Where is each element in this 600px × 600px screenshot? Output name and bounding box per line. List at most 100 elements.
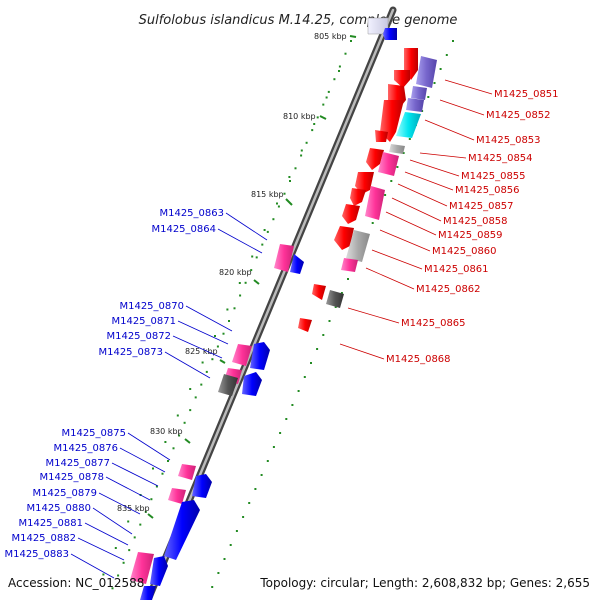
gene-arrow-red[interactable] [380,100,404,142]
gene-label[interactable]: M1425_0860 [432,246,497,257]
gene-label[interactable]: M1425_0863 [159,208,224,219]
track-tick [291,404,294,406]
track-tick [189,409,192,412]
gene-arrow-red[interactable] [342,204,360,224]
gene-label[interactable]: M1425_0858 [443,216,508,227]
track-tick [433,82,436,84]
track-tick [172,447,175,450]
gene-box-pink[interactable] [365,186,385,220]
gene-label[interactable]: M1425_0852 [486,110,551,121]
gene-arrow-red[interactable] [355,172,374,194]
gene-label[interactable]: M1425_0861 [424,264,489,275]
gene-label[interactable]: M1425_0851 [494,89,559,100]
track-tick [244,281,247,284]
leader-line [119,447,166,473]
gene-box-purple[interactable] [416,56,437,88]
gene-label[interactable]: M1425_0882 [11,533,76,544]
gene-label[interactable]: M1425_0854 [468,153,533,164]
track-tick [310,362,312,364]
track-tick [222,332,225,335]
track-tick [111,587,114,590]
track-tick [327,90,330,93]
gene-label[interactable]: M1425_0871 [111,316,176,327]
track-tick [390,180,393,182]
gene-arrow-red[interactable] [312,284,326,300]
gene-label[interactable]: M1425_0870 [119,301,184,312]
scale-label-835: 835 kbp [117,504,150,513]
track-tick [223,558,226,560]
track-tick [248,502,251,504]
gene-label[interactable]: M1425_0859 [438,230,503,241]
track-tick [211,358,214,361]
track-tick [226,308,229,311]
gene-label[interactable]: M1425_0865 [401,318,466,329]
gene-box-grey[interactable] [346,230,370,262]
gene-box-darkgrey[interactable] [326,290,344,308]
gene-arrow-blue[interactable] [290,254,304,274]
track-tick [445,54,448,56]
gene-box-pink[interactable] [378,152,399,176]
gene-arrow-blue[interactable] [140,586,156,600]
map-title: Sulfolobus islandicus M.14.25, complete … [139,13,458,28]
gene-box-purple[interactable] [406,98,424,112]
gene-box-pink[interactable] [178,464,196,480]
gene-arrow-blue[interactable] [383,28,397,40]
gene-label[interactable]: M1425_0868 [386,354,451,365]
leader-line [185,305,233,332]
gene-box-pink[interactable] [130,552,154,584]
gene-arrow-red[interactable] [394,70,410,88]
track-tick [201,361,204,364]
gene-label[interactable]: M1425_0881 [18,518,83,529]
gene-label[interactable]: M1425_0879 [32,488,97,499]
gene-arrow-red[interactable] [375,130,388,142]
gene-box-pink[interactable] [341,258,358,272]
gene-box-pink[interactable] [274,244,294,272]
track-tick [261,243,264,246]
gene-label[interactable]: M1425_0853 [476,135,541,146]
gene-label[interactable]: M1425_0877 [45,458,110,469]
gene-arrow-red[interactable] [334,226,354,250]
gene-box-pink[interactable] [232,344,252,366]
track-tick [313,123,316,125]
leader-line [419,152,467,159]
gene-arrow-red[interactable] [366,148,384,170]
gene-label[interactable]: M1425_0880 [26,503,91,514]
leader-line [217,228,263,254]
gene-label[interactable]: M1425_0856 [455,185,520,196]
gene-arrow-blue[interactable] [242,372,262,396]
track-tick [325,96,328,99]
forward-strand-genes [130,244,304,600]
gene-arrow-red[interactable] [350,188,366,206]
gene-label[interactable]: M1425_0864 [151,224,216,235]
leader-line [371,249,423,270]
gene-box-grey[interactable] [389,144,405,154]
gene-box-pink[interactable] [168,488,186,504]
gene-label[interactable]: M1425_0855 [461,171,526,182]
gene-box-darkgrey[interactable] [218,374,238,396]
gene-arrow-red[interactable] [298,318,312,332]
leader-line [391,197,442,222]
gene-label[interactable]: M1425_0872 [106,331,171,342]
gene-label[interactable]: M1425_0883 [4,549,69,560]
gene-label[interactable]: M1425_0857 [449,201,514,212]
scale-marker [319,115,327,120]
gene-label[interactable]: M1425_0862 [416,284,481,295]
gene-arrow-blue[interactable] [192,474,212,498]
gene-box-cyan[interactable] [396,112,421,138]
gene-arrow-blue[interactable] [150,556,168,586]
gene-arrow-blue[interactable] [250,342,270,370]
gene-label[interactable]: M1425_0878 [39,472,104,483]
gene-label[interactable]: M1425_0875 [61,428,126,439]
track-tick [128,549,131,552]
gene-arrow-blue[interactable] [164,500,200,560]
track-tick [254,488,257,490]
gene-box-purple[interactable] [411,86,427,100]
track-tick [338,65,341,68]
track-tick [305,141,308,144]
track-tick [155,485,158,488]
gene-label[interactable]: M1425_0873 [98,347,163,358]
scale-marker [184,438,191,444]
track-tick [266,230,269,233]
track-tick [200,383,203,386]
gene-label[interactable]: M1425_0876 [53,443,118,454]
